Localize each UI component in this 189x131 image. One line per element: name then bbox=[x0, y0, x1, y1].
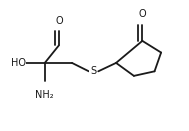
Text: S: S bbox=[90, 66, 96, 76]
Text: O: O bbox=[139, 9, 146, 19]
Text: NH₂: NH₂ bbox=[36, 90, 54, 100]
Text: O: O bbox=[55, 16, 63, 26]
Text: HO: HO bbox=[11, 58, 26, 68]
